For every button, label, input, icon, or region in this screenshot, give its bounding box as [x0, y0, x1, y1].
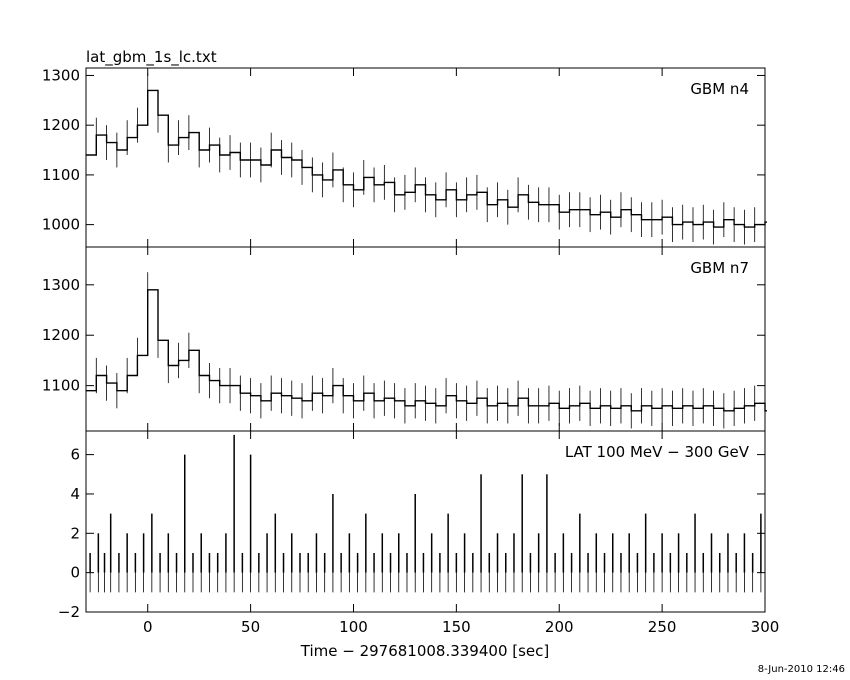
y-tick-label: 6 — [70, 446, 80, 464]
x-axis-label: Time − 297681008.339400 [sec] — [300, 642, 550, 660]
panel-1: 1000 1100 1200 1300 GBM n4 — [42, 66, 767, 248]
series-name: GBM n4 — [690, 80, 749, 98]
panel-2: 1100 1200 1300 GBM n7 — [42, 246, 767, 432]
figure-title: lat_gbm_1s_lc.txt — [86, 48, 217, 67]
y-tick-label: 4 — [70, 485, 80, 503]
panel-frame — [85, 430, 766, 613]
y-tick-label: 0 — [70, 564, 80, 582]
x-tick-label: 100 — [339, 618, 368, 636]
series-name: LAT 100 MeV − 300 GeV — [565, 443, 750, 461]
y-tick-label: 1300 — [42, 66, 80, 84]
y-tick-label: 1100 — [42, 377, 80, 395]
y-tick-label: 1200 — [42, 326, 80, 344]
panel-frame — [85, 67, 766, 248]
y-tick-label: −2 — [58, 603, 80, 621]
y-tick-label: 1200 — [42, 116, 80, 134]
series-line — [86, 89, 767, 228]
figure-timestamp: 8-Jun-2010 12:46 — [758, 664, 845, 675]
x-tick-label: 50 — [241, 618, 260, 636]
x-tick-label: 150 — [442, 618, 471, 636]
series-name: GBM n7 — [690, 259, 749, 277]
y-tick-label: 1000 — [42, 216, 80, 234]
panel-3: −2 0 2 4 6 LAT 100 MeV − 300 GeV 0 50 100 150 200 2… — [58, 430, 780, 636]
y-tick-label: 1100 — [42, 166, 80, 184]
y-tick-label: 1300 — [42, 276, 80, 294]
series-line — [86, 289, 767, 412]
x-tick-label: 250 — [648, 618, 677, 636]
x-tick-label: 300 — [751, 618, 780, 636]
y-tick-label: 2 — [70, 524, 80, 542]
x-tick-label: 0 — [143, 618, 153, 636]
x-tick-label: 200 — [545, 618, 574, 636]
